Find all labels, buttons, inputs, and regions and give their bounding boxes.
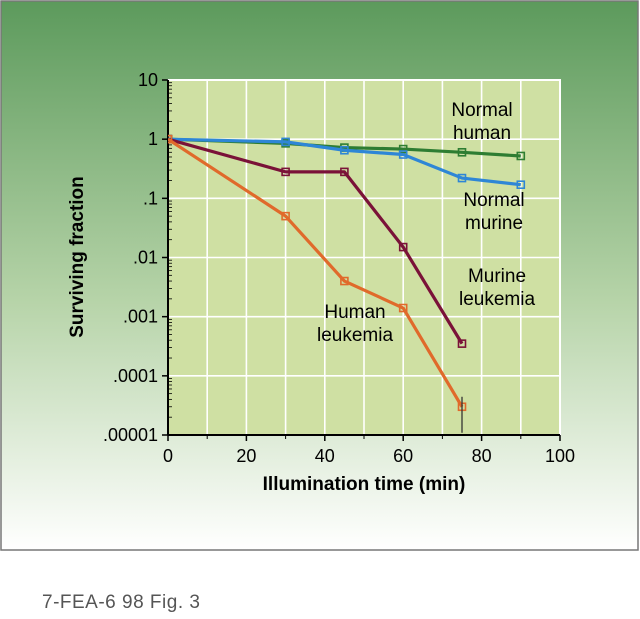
data-point <box>281 167 290 177</box>
y-tick-label: 1 <box>148 129 158 149</box>
data-point <box>281 137 290 147</box>
data-point <box>340 145 349 155</box>
y-axis-title: Surviving fraction <box>67 176 88 338</box>
data-point <box>516 151 526 161</box>
data-point <box>516 180 526 189</box>
data-point <box>398 303 408 313</box>
x-tick-label: 40 <box>315 446 335 466</box>
x-tick-label: 0 <box>163 446 173 466</box>
figure-panel: 0 20 40 60 80 100 10 1 .1 .01 .001 .0001 .00001 Norm… <box>0 0 639 551</box>
x-tick-label: 20 <box>236 446 256 466</box>
series-label: Murine <box>468 266 526 287</box>
y-tick-label: 10 <box>138 70 158 90</box>
x-axis-title: Illumination time (min) <box>263 474 466 495</box>
line-chart: 0 20 40 60 80 100 10 1 .1 .01 .001 .0001 .00001 Norm… <box>0 0 639 551</box>
series-label: Human <box>324 302 385 323</box>
series-label: leukemia <box>317 325 393 346</box>
series-label: Normal <box>463 190 524 211</box>
data-point <box>457 339 467 348</box>
data-point <box>398 242 408 252</box>
y-tick-label: .00001 <box>103 425 158 445</box>
series-label: Normal <box>451 100 512 121</box>
series-label: murine <box>465 213 523 234</box>
series-line <box>168 137 464 345</box>
y-tick-label: .1 <box>143 188 158 208</box>
series-line <box>168 137 464 408</box>
series-labels: NormalhumanNormalmurineMurineleukemiaHum… <box>317 100 535 346</box>
data-point <box>340 276 349 286</box>
data-point <box>398 150 408 159</box>
data-point <box>168 134 173 144</box>
data-point <box>457 147 467 157</box>
x-tick-label: 80 <box>472 446 492 466</box>
series-line <box>168 137 521 187</box>
x-tick-label: 100 <box>545 446 575 466</box>
data-point <box>340 167 349 177</box>
data-point <box>398 144 408 154</box>
y-tick-label: .01 <box>133 248 158 268</box>
y-tick-label: .001 <box>123 307 158 327</box>
series-lines <box>168 134 526 433</box>
data-point <box>281 211 290 221</box>
y-tick-label: .0001 <box>113 366 158 386</box>
series-label: leukemia <box>459 289 535 310</box>
data-point <box>457 173 467 183</box>
series-label: human <box>453 123 511 144</box>
figure-caption: 7-FEA-6 98 Fig. 3 <box>42 592 201 613</box>
x-tick-label: 60 <box>393 446 413 466</box>
